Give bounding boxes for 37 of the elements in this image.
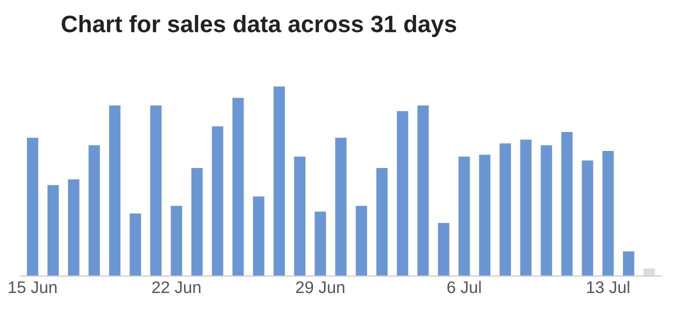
bar bbox=[314, 212, 326, 276]
bar bbox=[479, 154, 490, 276]
bar bbox=[644, 268, 655, 276]
bar bbox=[335, 138, 347, 276]
bar bbox=[602, 150, 614, 276]
bar bbox=[561, 132, 573, 276]
bar bbox=[150, 105, 162, 276]
bar bbox=[356, 206, 368, 276]
bar bbox=[253, 196, 264, 276]
bar bbox=[170, 206, 182, 276]
bar bbox=[622, 251, 634, 276]
bar bbox=[109, 105, 120, 276]
bar bbox=[417, 105, 429, 276]
x-tick-label: 22 Jun bbox=[152, 281, 200, 294]
x-tick-label: 29 Jun bbox=[296, 281, 344, 294]
bar bbox=[212, 126, 224, 276]
x-tick-label: 15 Jun bbox=[8, 282, 57, 294]
bar bbox=[88, 145, 100, 276]
x-tick-label: 6 Jul bbox=[447, 280, 481, 294]
x-tick-label: 13 Jul bbox=[587, 280, 630, 294]
bar bbox=[396, 111, 408, 276]
bar bbox=[130, 214, 141, 276]
bar bbox=[26, 138, 38, 276]
bar bbox=[500, 143, 511, 276]
chart-title: Chart for sales data across 31 days bbox=[62, 14, 456, 37]
bar bbox=[294, 156, 306, 276]
bar bbox=[47, 185, 59, 276]
bar bbox=[68, 179, 80, 276]
bar bbox=[582, 160, 594, 276]
bar bbox=[376, 168, 388, 276]
bar bbox=[520, 140, 532, 276]
bar bbox=[232, 98, 244, 276]
bar bbox=[191, 168, 203, 276]
bar bbox=[458, 156, 470, 276]
bar bbox=[274, 86, 285, 276]
bar bbox=[540, 145, 552, 276]
bar bbox=[438, 222, 450, 276]
